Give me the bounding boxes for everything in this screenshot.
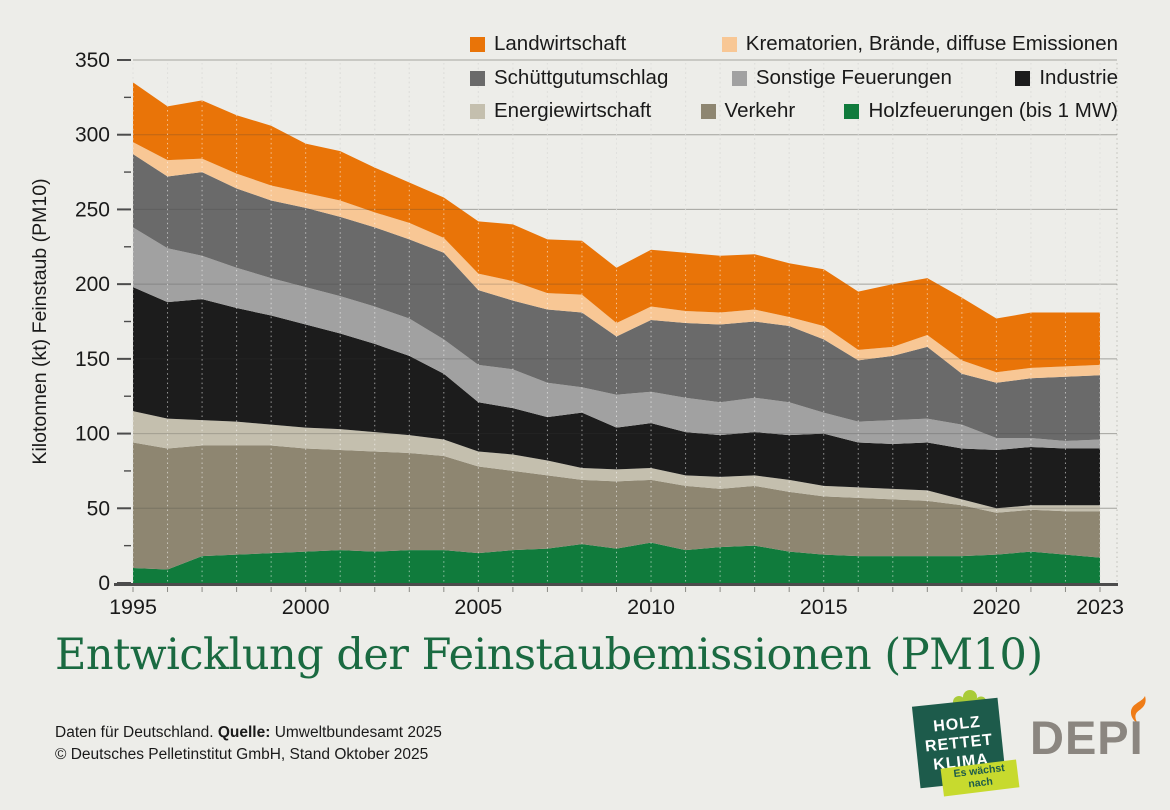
copyright-line: © Deutsches Pelletinstitut GmbH, Stand O… [55, 746, 429, 764]
y-tick-label: 350 [75, 49, 110, 72]
legend-row: Energiewirtschaft Verkehr Holzfeuerungen (… [470, 99, 1118, 122]
area-krematorien-br-nde-diffuse-emissionen [133, 142, 1100, 383]
legend-label: Landwirtschaft [494, 32, 627, 55]
area-energiewirtschaft [133, 411, 1100, 513]
legend-item-sch-ttgutumschlag: Schüttgutumschlag [470, 65, 669, 89]
legend-label: Verkehr [724, 99, 796, 122]
x-tick-label: 2020 [972, 595, 1020, 619]
legend-label: Sonstige Feuerungen [755, 65, 952, 89]
legend-label: Industrie [1039, 65, 1118, 89]
legend-item-verkehr: Verkehr [700, 99, 796, 122]
y-tick-label: 50 [87, 497, 110, 520]
y-axis-title: Kilotonnen (kt) Feinstaub (PM10) [29, 178, 51, 464]
legend-item-krematorien-br-nde-diffuse-emissionen: Krematorien, Brände, diffuse Emissionen [721, 32, 1118, 55]
x-tick-label: 2005 [454, 595, 502, 619]
legend-label: Schüttgutumschlag [494, 65, 669, 89]
x-tick-label: 2000 [282, 595, 330, 619]
legend-swatch-industrie [1015, 70, 1031, 86]
holz-rettet-klima-logo: HOLZ RETTET KLIMA Es wächst nach [908, 690, 1020, 802]
legend-row: Landwirtschaft Krematorien, Brände, diffu… [470, 32, 1118, 55]
legend-item-industrie: Industrie [1015, 65, 1118, 89]
y-tick-label: 0 [98, 572, 110, 595]
legend-item-holzfeuerungen-bis-1-mw: Holzfeuerungen (bis 1 MW) [844, 99, 1118, 122]
chart-legend: Landwirtschaft Krematorien, Brände, diffu… [470, 32, 1118, 135]
x-tick-label: 2023 [1076, 595, 1124, 619]
area-sonstige-feuerungen [133, 227, 1100, 451]
legend-swatch-landwirtschaft [470, 37, 485, 53]
source-line: Daten für Deutschland. Quelle: Umweltbun… [55, 724, 442, 741]
legend-label: Krematorien, Brände, diffuse Emissionen [745, 32, 1118, 55]
x-tick-label: 1995 [109, 595, 157, 619]
legend-label: Energiewirtschaft [494, 99, 652, 122]
legend-swatch-energiewirtschaft [470, 104, 485, 120]
depi-logo: DEPI [1030, 696, 1160, 772]
y-tick-label: 200 [75, 273, 110, 296]
area-landwirtschaft [133, 82, 1100, 373]
y-tick-label: 300 [75, 124, 110, 147]
legend-row: Schüttgutumschlag Sonstige Feuerungen Indu… [470, 65, 1118, 89]
source-label: Quelle: [217, 724, 271, 741]
y-tick-label: 250 [75, 198, 110, 221]
legend-swatch-krematorien-br-nde-diffuse-emissionen [721, 37, 737, 53]
y-tick-label: 150 [75, 348, 110, 371]
x-tick-label: 2010 [627, 595, 675, 619]
legend-label: Holzfeuerungen (bis 1 MW) [868, 99, 1118, 122]
stacked-area-chart: 0 50 100 150 200 250 300 350 1995 2000 2005 2010 201… [29, 49, 1124, 619]
legend-swatch-sonstige-feuerungen [731, 70, 747, 86]
y-tick-label: 100 [75, 423, 110, 446]
depi-wordmark: DEPI [1030, 711, 1144, 764]
flame-icon [1130, 696, 1146, 723]
legend-swatch-verkehr [700, 104, 716, 120]
legend-item-sonstige-feuerungen: Sonstige Feuerungen [731, 65, 952, 89]
legend-swatch-holzfeuerungen-bis-1-mw [844, 104, 860, 120]
source-note: Daten für Deutschland. Quelle: Umweltbun… [55, 722, 442, 767]
legend-item-landwirtschaft: Landwirtschaft [470, 32, 627, 55]
chart-title: Entwicklung der Feinstaubemissionen (PM1… [55, 630, 1043, 680]
legend-item-energiewirtschaft: Energiewirtschaft [470, 99, 652, 122]
legend-swatch-sch-ttgutumschlag [470, 70, 485, 86]
x-tick-label: 2015 [800, 595, 848, 619]
area-industrie [133, 287, 1100, 509]
